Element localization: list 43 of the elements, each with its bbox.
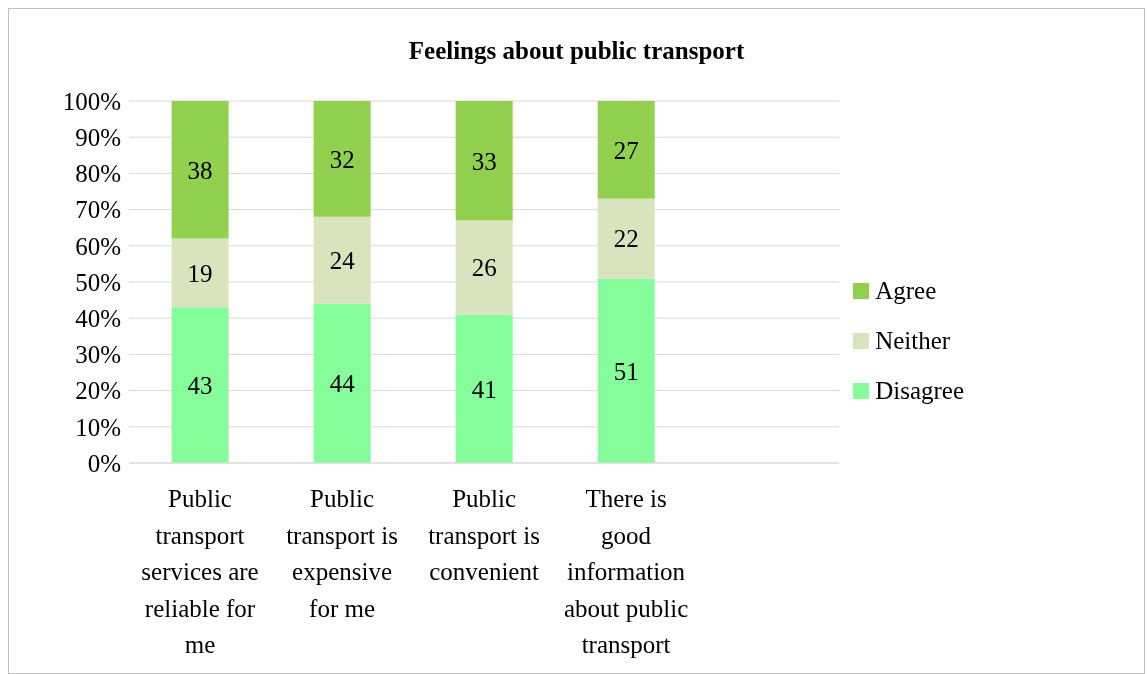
x-tick-label: Public transport services are reliable for me — [141, 485, 259, 658]
data-label: 33 — [471, 147, 497, 175]
bar — [597, 101, 655, 199]
y-tick-label: 20% — [75, 377, 121, 405]
y-tick-label: 90% — [75, 124, 121, 152]
x-tick-label: Public transport is convenient — [428, 485, 540, 585]
y-tick-label: 100% — [62, 87, 121, 115]
bar — [171, 238, 229, 308]
data-label: 51 — [613, 357, 639, 385]
data-label: 27 — [613, 136, 639, 164]
bar — [313, 303, 371, 463]
data-label: 38 — [187, 156, 213, 184]
data-label: 24 — [329, 247, 356, 275]
y-tick-label: 30% — [75, 341, 121, 369]
data-label: 43 — [187, 372, 213, 400]
legend-label: Neither — [875, 327, 951, 355]
bar — [455, 101, 513, 221]
x-tick-label: There is good information about public transport — [563, 485, 689, 658]
bar — [455, 220, 513, 315]
bar — [313, 216, 371, 304]
data-label: 32 — [329, 145, 355, 173]
y-tick-label: 70% — [75, 196, 121, 224]
legend-label: Agree — [875, 277, 937, 305]
bar — [313, 101, 371, 217]
data-label: 26 — [471, 254, 497, 282]
data-label: 19 — [187, 259, 213, 287]
y-tick-label: 10% — [75, 413, 121, 441]
y-tick-label: 80% — [75, 160, 121, 188]
bar — [171, 101, 229, 239]
x-tick-label: Public transport is expensive for me — [286, 485, 398, 622]
data-label: 44 — [329, 370, 356, 398]
chart-title: Feelings about public transport — [407, 37, 746, 65]
bar — [597, 198, 655, 279]
bar — [455, 314, 513, 463]
y-tick-label: 40% — [75, 305, 121, 333]
y-tick-label: 60% — [75, 232, 121, 260]
bar — [171, 307, 229, 463]
y-tick-label: 50% — [75, 268, 121, 296]
data-label: 22 — [613, 225, 639, 253]
legend-label: Disagree — [875, 377, 964, 405]
y-tick-label: 0% — [87, 449, 121, 477]
data-label: 41 — [471, 375, 497, 403]
bar — [597, 278, 655, 463]
